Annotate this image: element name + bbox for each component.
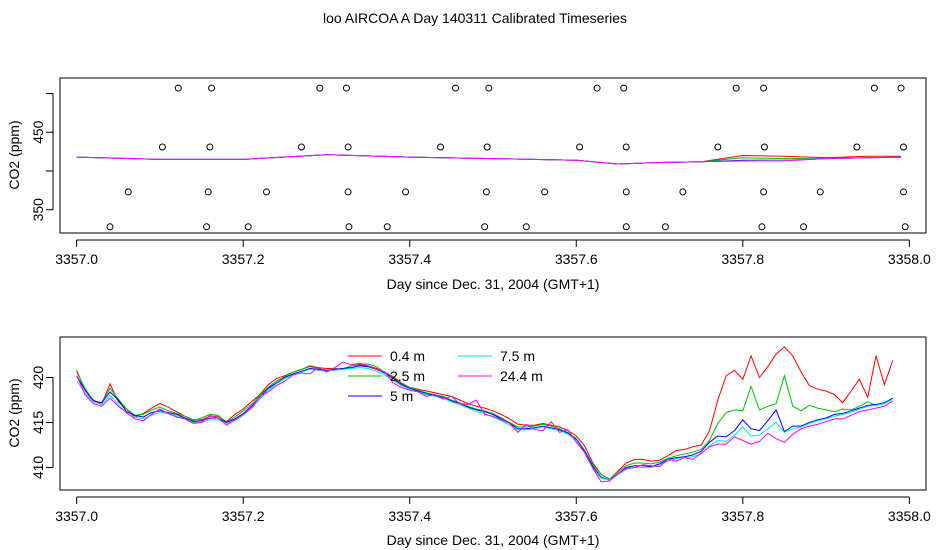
- data-point: [316, 84, 324, 92]
- top-panel: 3357.0 3357.2 3357.4 3357.6 3357.8 3358.0 350…: [6, 77, 931, 292]
- data-point: [576, 143, 584, 151]
- data-point: [593, 84, 601, 92]
- legend-label: 5 m: [390, 388, 413, 404]
- top-y-tick-label: 450: [30, 120, 46, 144]
- bottom-y-axis: 410 415 420: [30, 366, 54, 480]
- data-point: [297, 143, 305, 151]
- data-point: [800, 223, 808, 231]
- bottom-x-tick-label: 3357.4: [388, 508, 431, 524]
- top-x-axis: 3357.0 3357.2 3357.4 3357.6 3357.8 3358.0: [55, 239, 931, 267]
- data-point: [522, 223, 530, 231]
- data-point: [541, 188, 549, 196]
- bottom-y-axis-label: CO2 (ppm): [6, 378, 22, 447]
- data-point: [244, 223, 252, 231]
- data-point: [758, 223, 766, 231]
- bottom-x-axis: 3357.0 3357.2 3357.4 3357.6 3357.8 3358.0: [55, 496, 931, 524]
- bottom-y-tick-label: 415: [30, 411, 46, 435]
- top-y-axis: 350 450: [30, 93, 54, 222]
- top-x-tick-label: 3357.4: [388, 251, 431, 267]
- data-point: [760, 84, 768, 92]
- data-point: [900, 143, 908, 151]
- data-point: [714, 143, 722, 151]
- data-point: [622, 223, 630, 231]
- data-point: [732, 84, 740, 92]
- data-point: [203, 223, 211, 231]
- data-point: [901, 223, 909, 231]
- legend-label: 2.5 m: [390, 368, 425, 384]
- data-point: [897, 84, 905, 92]
- top-x-tick-label: 3357.6: [555, 251, 598, 267]
- data-point: [679, 188, 687, 196]
- data-point: [437, 143, 445, 151]
- top-x-axis-label: Day since Dec. 31, 2004 (GMT+1): [387, 276, 600, 292]
- page-title: loo AIRCOA A Day 140311 Calibrated Times…: [322, 10, 627, 26]
- data-point: [344, 188, 352, 196]
- data-point: [124, 188, 132, 196]
- top-plot-marks: [76, 84, 909, 231]
- data-point: [206, 143, 214, 151]
- data-point: [620, 84, 628, 92]
- data-point: [345, 223, 353, 231]
- data-point: [208, 84, 216, 92]
- legend: 0.4 m 2.5 m 5 m 7.5 m 24.4 m: [348, 348, 543, 404]
- bottom-x-axis-label: Day since Dec. 31, 2004 (GMT+1): [387, 532, 600, 548]
- data-point: [760, 143, 768, 151]
- series-line: [76, 154, 902, 165]
- data-point: [174, 84, 182, 92]
- data-point: [900, 188, 908, 196]
- data-point: [402, 188, 410, 196]
- bottom-panel: 3357.0 3357.2 3357.4 3357.6 3357.8 3358.0 410…: [6, 336, 931, 548]
- series-line: [76, 365, 893, 481]
- data-point: [760, 188, 768, 196]
- top-x-tick-label: 3358.0: [888, 251, 931, 267]
- data-point: [816, 188, 824, 196]
- data-point: [622, 188, 630, 196]
- data-point: [661, 223, 669, 231]
- series-line: [76, 361, 893, 483]
- top-x-tick-label: 3357.2: [222, 251, 265, 267]
- data-point: [106, 223, 114, 231]
- data-point: [481, 223, 489, 231]
- bottom-plot-frame: [59, 336, 927, 491]
- series-line: [76, 363, 893, 480]
- data-point: [452, 84, 460, 92]
- top-y-tick-label: 350: [30, 198, 46, 222]
- data-point: [485, 84, 493, 92]
- top-plot-frame: [59, 77, 927, 234]
- data-point: [853, 143, 861, 151]
- top-x-tick-label: 3357.8: [721, 251, 764, 267]
- data-point: [482, 188, 490, 196]
- data-point: [622, 143, 630, 151]
- bottom-x-tick-label: 3357.8: [721, 508, 764, 524]
- bottom-x-tick-label: 3358.0: [888, 508, 931, 524]
- data-point: [870, 84, 878, 92]
- top-y-axis-label: CO2 (ppm): [6, 120, 22, 189]
- bottom-y-tick-label: 410: [30, 456, 46, 480]
- legend-label: 7.5 m: [500, 348, 535, 364]
- data-point: [158, 143, 166, 151]
- series-line: [76, 367, 893, 481]
- data-point: [342, 84, 350, 92]
- data-point: [344, 143, 352, 151]
- bottom-y-tick-label: 420: [30, 366, 46, 390]
- legend-label: 0.4 m: [390, 348, 425, 364]
- legend-label: 24.4 m: [500, 368, 543, 384]
- data-point: [483, 143, 491, 151]
- data-point: [383, 223, 391, 231]
- data-point: [204, 188, 212, 196]
- bottom-plot-marks: [76, 346, 894, 483]
- data-point: [263, 188, 271, 196]
- bottom-x-tick-label: 3357.0: [55, 508, 98, 524]
- top-x-tick-label: 3357.0: [55, 251, 98, 267]
- bottom-x-tick-label: 3357.6: [555, 508, 598, 524]
- bottom-x-tick-label: 3357.2: [222, 508, 265, 524]
